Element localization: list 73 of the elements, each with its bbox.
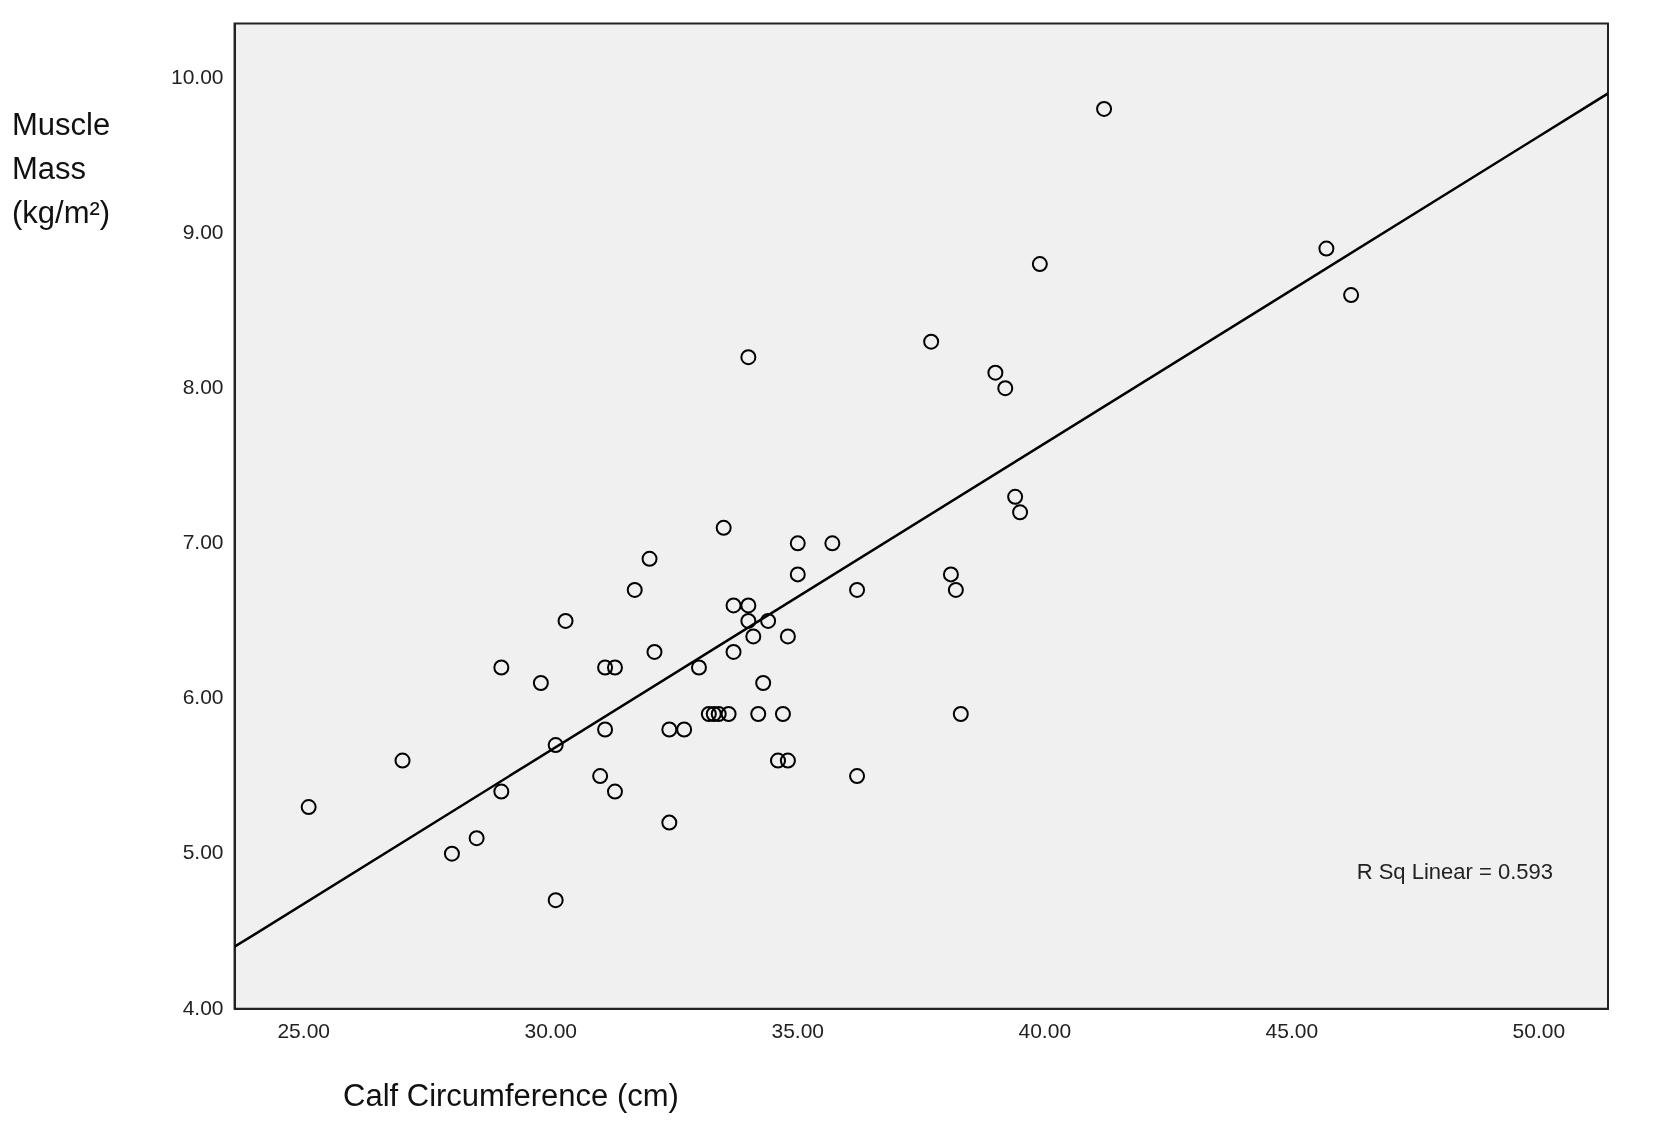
point	[779, 628, 796, 645]
point	[789, 566, 806, 583]
point	[606, 659, 623, 676]
point	[760, 612, 777, 629]
point	[715, 519, 732, 536]
point	[592, 768, 609, 785]
point	[547, 737, 564, 754]
point	[661, 721, 678, 738]
x-tick-label: 25.00	[277, 1019, 330, 1043]
x-tick-label: 50.00	[1512, 1019, 1566, 1043]
point	[740, 597, 757, 614]
x-tick-label: 35.00	[771, 1019, 825, 1043]
point	[770, 752, 786, 769]
point	[1007, 488, 1024, 505]
point	[1343, 287, 1360, 304]
point	[774, 706, 791, 723]
point	[745, 628, 762, 645]
x-tick-label: 40.00	[1018, 1019, 1072, 1043]
point	[755, 674, 772, 691]
x-axis-title: Calf Circumference (cm)	[343, 1078, 679, 1114]
point	[557, 612, 574, 629]
x-tick-label: 30.00	[524, 1019, 578, 1043]
point	[725, 597, 742, 614]
point	[606, 783, 623, 800]
point	[700, 706, 717, 723]
y-tick-label: 5.00	[182, 840, 224, 864]
point	[779, 752, 796, 769]
y-axis-title: Muscle Mass (kg/m²)	[12, 106, 112, 232]
point	[1318, 240, 1335, 257]
point	[720, 706, 737, 723]
point	[923, 333, 940, 350]
point	[987, 364, 1004, 381]
point	[740, 612, 757, 629]
point	[849, 768, 866, 785]
y-tick-label: 10.00	[170, 64, 224, 88]
point	[740, 349, 757, 366]
y-tick-label: 9.00	[182, 219, 224, 243]
point	[705, 706, 722, 723]
point	[725, 643, 742, 660]
point	[493, 659, 510, 676]
point	[300, 799, 317, 816]
point	[646, 643, 663, 660]
point	[997, 380, 1014, 397]
point	[676, 721, 693, 738]
annotation: R Sq Linear = 0.593	[1356, 858, 1553, 884]
point	[493, 783, 510, 800]
point	[710, 706, 727, 723]
point	[547, 892, 564, 909]
point	[1096, 100, 1113, 117]
point	[952, 706, 969, 723]
point	[947, 581, 964, 598]
y-tick-label: 4.00	[182, 995, 224, 1019]
y-tick-label: 8.00	[182, 375, 224, 398]
point	[468, 830, 485, 847]
y-tick-label: 6.00	[182, 685, 224, 709]
point	[690, 659, 707, 676]
point	[789, 535, 806, 552]
x-tick-label: 45.00	[1265, 1019, 1319, 1043]
point	[849, 581, 866, 598]
point	[1012, 504, 1029, 521]
point	[597, 721, 614, 738]
point	[942, 566, 959, 583]
point	[661, 814, 678, 831]
point	[750, 706, 767, 723]
y-tick-label: 7.00	[182, 530, 224, 554]
point	[1031, 256, 1048, 273]
point	[443, 845, 460, 862]
point	[394, 752, 411, 769]
point	[597, 659, 614, 676]
point	[641, 550, 658, 567]
point	[532, 674, 549, 691]
point	[626, 581, 643, 598]
point	[824, 535, 841, 552]
